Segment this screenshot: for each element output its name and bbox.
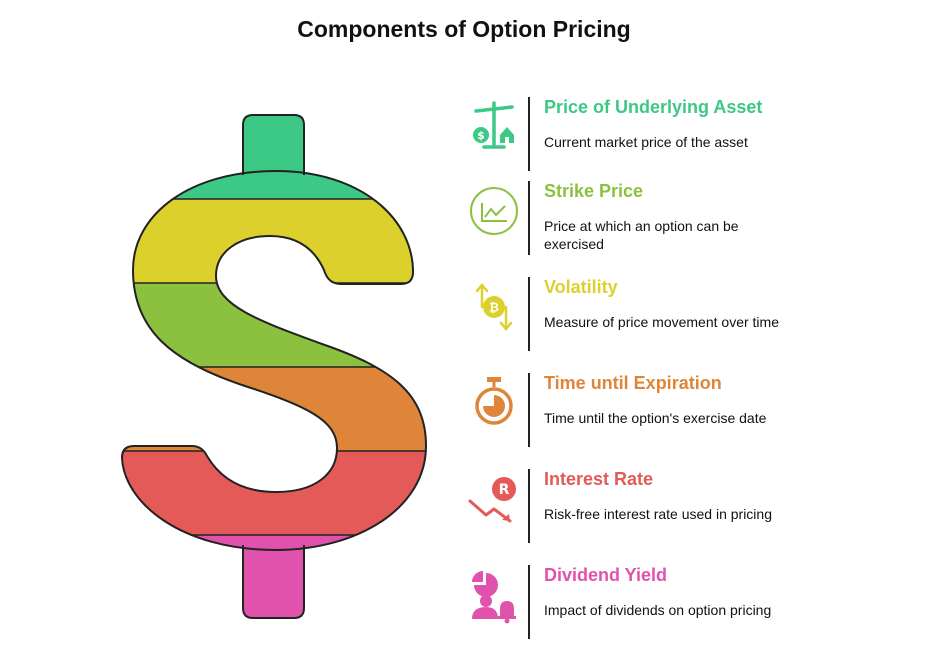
divider: [528, 565, 530, 639]
stopwatch-icon: [475, 377, 513, 425]
divider: [528, 181, 530, 255]
component-strike-price: Strike Price Price at which an option ca…: [464, 181, 884, 261]
dollar-sign-graphic: [120, 114, 428, 619]
divider: [528, 97, 530, 171]
dollar-band-yellow: [122, 199, 426, 283]
pie-person-bell-icon: [472, 571, 516, 624]
component-time-until-expiration: Time until Expiration Time until the opt…: [464, 373, 884, 453]
component-dividend-yield: Dividend Yield Impact of dividends on op…: [464, 565, 884, 645]
dollar-band-red: [122, 451, 426, 535]
divider: [528, 277, 530, 351]
page-title: Components of Option Pricing: [297, 16, 631, 42]
rupee-down-arrow-icon: R: [468, 477, 516, 523]
component-heading: Time until Expiration: [544, 373, 722, 393]
component-heading: Strike Price: [544, 181, 644, 201]
component-heading: Price of Underlying Asset: [544, 97, 763, 117]
component-underlying-price: $ Price of Underlying Asset Current mark…: [464, 97, 884, 177]
component-heading: Dividend Yield: [544, 565, 668, 585]
component-description: Time until the option's exercise date: [544, 410, 767, 426]
component-heading: Volatility: [544, 277, 618, 297]
scale-icon: $: [473, 101, 514, 149]
svg-text:$: $: [477, 129, 485, 142]
dollar-band-green: [122, 115, 426, 199]
component-interest-rate: R Interest Rate Risk-free interest rate …: [464, 469, 884, 549]
component-description: Current market price of the asset: [544, 134, 748, 150]
component-volatility: ₿ Volatility Measure of price movement o…: [464, 277, 884, 357]
component-heading: Interest Rate: [544, 469, 654, 489]
svg-text:R: R: [499, 482, 510, 498]
component-description: Risk-free interest rate used in pricing: [544, 506, 772, 522]
line-chart-icon: [470, 187, 518, 235]
dollar-band-orange: [122, 367, 426, 451]
component-description: Measure of price movement over time: [544, 314, 779, 330]
divider: [528, 469, 530, 543]
svg-text:₿: ₿: [489, 301, 499, 315]
dollar-band-lime: [122, 283, 426, 367]
dollar-band-pink: [122, 535, 426, 618]
component-description: Price at which an option can be exercise…: [544, 218, 739, 252]
divider: [528, 373, 530, 447]
bitcoin-arrows-icon: ₿: [475, 283, 513, 331]
component-description: Impact of dividends on option pricing: [544, 602, 772, 618]
